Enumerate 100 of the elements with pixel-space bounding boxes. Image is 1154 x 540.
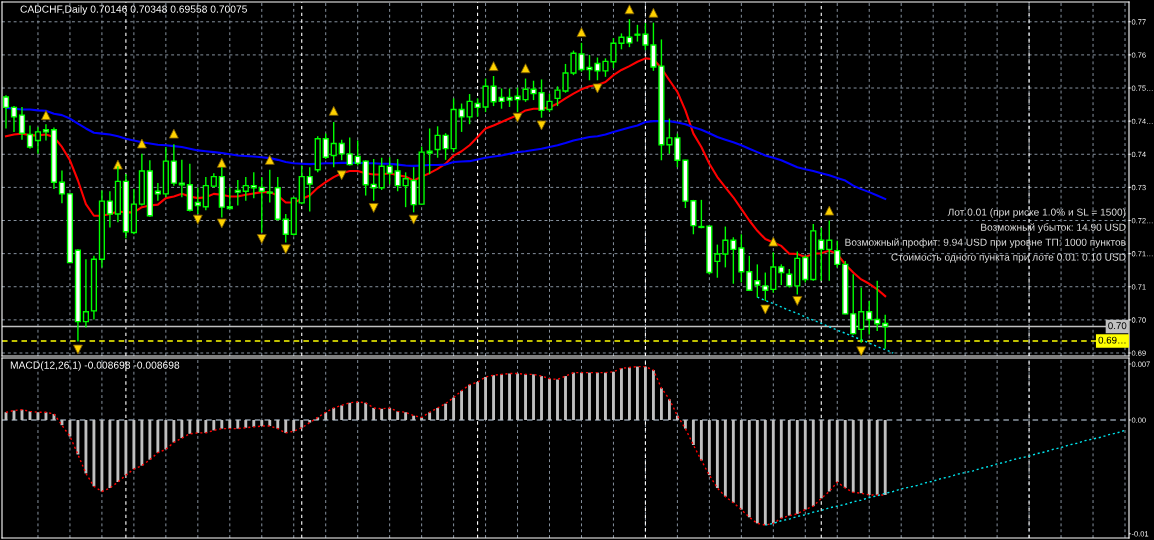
bar — [244, 420, 248, 428]
candlestick — [170, 143, 177, 187]
candlestick — [26, 124, 34, 150]
bar — [148, 420, 152, 460]
candlestick — [850, 273, 857, 336]
candlestick — [58, 169, 66, 204]
candlestick — [306, 166, 313, 213]
candlestick — [18, 106, 26, 141]
candlestick — [378, 157, 385, 191]
bar — [252, 420, 256, 427]
bar — [564, 376, 567, 421]
bar — [356, 401, 360, 421]
candlestick — [250, 171, 257, 199]
bar — [364, 402, 368, 421]
candlestick — [386, 156, 393, 186]
bar — [444, 403, 448, 421]
bar — [691, 420, 695, 445]
candlestick — [178, 159, 185, 198]
bar — [500, 374, 503, 421]
bar — [580, 372, 583, 421]
bar — [308, 420, 312, 423]
candlestick — [882, 314, 889, 350]
candlestick — [282, 213, 289, 244]
line-series — [756, 296, 894, 354]
bar — [212, 420, 216, 431]
bar — [164, 420, 168, 450]
bar — [76, 420, 80, 455]
candlestick — [866, 300, 873, 336]
bar — [260, 420, 264, 427]
candlestick — [786, 268, 793, 289]
candlestick — [442, 132, 449, 161]
candlestick — [778, 263, 785, 286]
candlestick — [754, 263, 761, 299]
bar — [84, 420, 88, 474]
bar — [699, 420, 703, 461]
candlestick — [226, 186, 233, 210]
bar — [779, 420, 783, 519]
candlestick — [770, 251, 777, 294]
bar — [268, 420, 272, 427]
bar — [396, 411, 400, 421]
candlestick — [762, 271, 769, 302]
candlestick — [106, 190, 113, 229]
bar — [883, 420, 887, 495]
bar — [739, 420, 743, 510]
bar — [452, 397, 456, 421]
candlestick — [10, 105, 18, 133]
candlestick — [42, 123, 50, 142]
bar — [651, 370, 655, 421]
bar — [412, 415, 416, 421]
candlestick — [802, 255, 809, 284]
chart-title: MACD(12,26,1) -0.008698 -0.008698 — [10, 361, 180, 371]
candlestick — [698, 199, 705, 229]
candlestick — [154, 182, 161, 202]
candlestick — [722, 225, 729, 269]
candlestick — [338, 138, 345, 161]
bar — [172, 420, 176, 443]
bar — [348, 402, 352, 421]
bar — [100, 420, 104, 492]
candlestick — [714, 243, 721, 279]
bar — [228, 420, 232, 429]
bar — [588, 372, 591, 421]
candlestick — [730, 236, 737, 285]
chart-title: CADCHF,Daily 0.70146 0.70348 0.69558 0.70075 — [20, 5, 247, 15]
bar — [604, 372, 607, 421]
bar — [620, 368, 623, 421]
candlestick — [434, 125, 441, 159]
candlestick — [202, 176, 209, 211]
candlestick — [330, 121, 337, 168]
candlestick — [402, 171, 409, 208]
bar — [747, 420, 751, 518]
candlestick — [266, 169, 273, 204]
bar — [596, 372, 599, 421]
candlestick — [858, 286, 865, 344]
bar — [340, 405, 344, 421]
bar — [196, 420, 200, 433]
candlestick — [426, 127, 433, 175]
bar — [116, 420, 120, 483]
bar — [667, 399, 671, 421]
bar — [548, 378, 551, 421]
bar — [188, 420, 192, 434]
bar — [843, 420, 847, 489]
bar — [763, 420, 767, 526]
bar — [508, 373, 511, 421]
bar — [731, 420, 735, 503]
bar — [220, 420, 224, 429]
bar — [388, 407, 392, 421]
annotation: Возможный профит: 9.94 USD при уровне ТП: 1000 пунктов — [845, 238, 1126, 248]
bar — [707, 420, 711, 476]
bar — [787, 420, 791, 516]
candlestick — [354, 139, 361, 167]
bar — [156, 420, 160, 453]
bar — [236, 420, 240, 429]
bar — [140, 420, 144, 466]
bar — [867, 420, 871, 495]
ref-line-label: 0.70 — [1108, 322, 1127, 330]
candlestick — [242, 176, 249, 202]
candlestick — [258, 176, 265, 234]
candlestick — [234, 179, 241, 207]
bar — [484, 376, 488, 421]
bar — [540, 376, 543, 421]
